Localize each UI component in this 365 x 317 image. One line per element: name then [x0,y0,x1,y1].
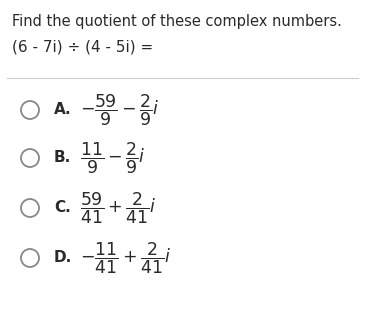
Text: $-\dfrac{11}{41}+\dfrac{2}{41}i$: $-\dfrac{11}{41}+\dfrac{2}{41}i$ [80,240,171,276]
Text: D.: D. [54,250,72,266]
Text: $\dfrac{11}{9}-\dfrac{2}{9}i$: $\dfrac{11}{9}-\dfrac{2}{9}i$ [80,140,146,176]
Text: A.: A. [54,102,72,118]
Text: B.: B. [54,151,71,165]
Text: (6 - 7i) ÷ (4 - 5i) =: (6 - 7i) ÷ (4 - 5i) = [12,40,153,55]
Text: C.: C. [54,200,71,216]
Text: $\dfrac{59}{41}+\dfrac{2}{41}i$: $\dfrac{59}{41}+\dfrac{2}{41}i$ [80,190,157,226]
Text: $-\dfrac{59}{9}-\dfrac{2}{9}i$: $-\dfrac{59}{9}-\dfrac{2}{9}i$ [80,92,159,128]
Text: Find the quotient of these complex numbers.: Find the quotient of these complex numbe… [12,14,342,29]
